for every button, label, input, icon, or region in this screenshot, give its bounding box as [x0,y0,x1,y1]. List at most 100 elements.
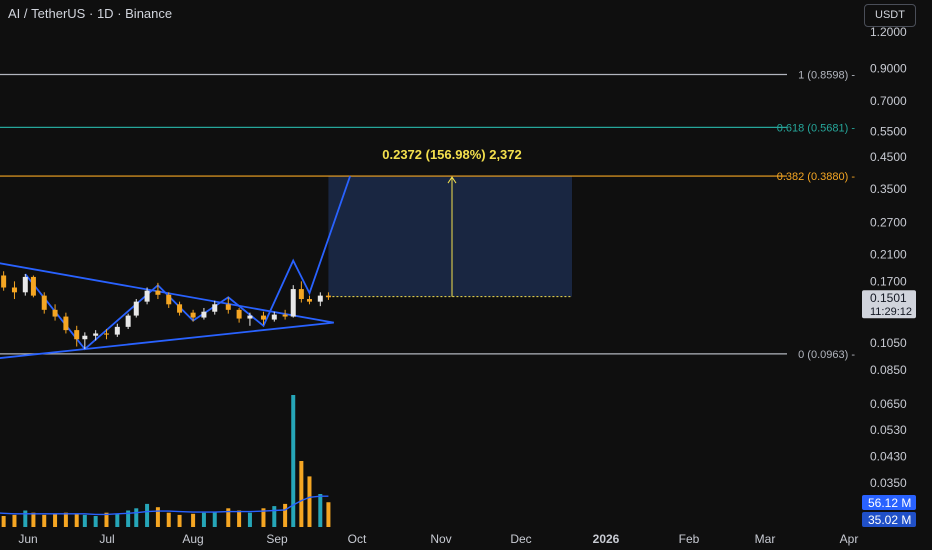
volume-bar [53,513,58,527]
separator: · [117,6,126,21]
candle-body [63,316,69,331]
currency-button[interactable]: USDT [864,4,916,27]
candle-body [125,315,131,327]
measure-arrow-head [447,176,457,184]
x-tick-label: 2026 [593,532,620,546]
volume-bar [63,512,68,527]
candle-body [144,290,150,302]
volume-bar [307,476,312,527]
volume-bar [134,508,139,527]
x-tick-label: Mar [755,532,776,546]
volume-bar [23,510,28,527]
price-tick-label: 0.7000 [870,94,907,108]
volume-badge-label: 56.12 M [868,496,911,510]
volume-bar [226,508,231,527]
candle-body [93,333,99,336]
volume-bar [155,507,160,527]
volume-badge [862,495,916,510]
volume-bar [318,494,323,527]
price-tick-label: 0.1700 [870,274,907,288]
fib-level-label: 1 (0.8598) - [798,70,855,82]
symbol-name[interactable]: AI [8,6,21,21]
x-tick-label: Feb [679,532,700,546]
exchange: Binance [125,6,173,21]
x-tick-label: Nov [430,532,451,546]
volume-bar [247,512,252,527]
zigzag-pattern [24,175,351,351]
x-tick-label: Sep [266,532,288,546]
candle-body [325,295,331,298]
price-tick-label: 0.4500 [870,150,907,164]
separator: · [88,6,97,21]
candle-body [82,335,88,340]
candle-body [298,289,304,300]
candle-body [133,301,139,316]
volume-bar [145,503,150,527]
candle-body [260,315,266,320]
candle-body [177,304,183,313]
volume-bar [272,506,277,527]
price-tick-label: 1.2000 [870,25,907,39]
candle-body [41,295,47,310]
upper-trendline [0,262,334,324]
candle-body [236,309,242,319]
price-tick-label: 0.9000 [870,62,907,76]
candle-body [30,276,36,296]
volume-bar [42,514,47,527]
volume-bar [191,513,196,527]
candle-body [11,287,17,293]
fib-level-label: 0.618 (0.5681) - [777,122,856,134]
price-tick-label: 0.3500 [870,182,907,196]
price-tick-label: 0.0430 [870,450,907,464]
candle-body [52,309,58,317]
measure-label: 0.2372 (156.98%) 2,372 [382,147,522,162]
candle-body [155,290,161,295]
volume-bar [291,395,296,527]
candle-body [225,304,231,310]
volume-bar [82,514,87,527]
candle-body [282,314,288,317]
price-tick-label: 0.0850 [870,363,907,377]
volume-bar [12,514,17,527]
volume-bar [166,512,171,527]
volume-bar [326,502,331,527]
volume-bar [93,516,98,527]
fib-level-label: 0 (0.0963) - [798,349,855,361]
volume-bar [261,508,266,527]
candle-body [212,304,218,312]
price-tick-label: 0.1050 [870,336,907,350]
candle-body [290,289,296,317]
volume-bar [201,512,206,527]
candle-body [166,294,172,305]
x-tick-label: Oct [348,532,367,546]
symbol-header: AI / TetherUS · 1D · Binance [8,6,172,21]
volume-bar [283,503,288,527]
candle-body [74,330,80,340]
volume-bar [212,511,217,527]
volume-bar [115,513,120,527]
x-tick-label: Aug [182,532,203,546]
interval[interactable]: 1D [96,6,114,21]
candle-body [306,299,312,302]
separator: / [23,6,32,21]
candle-body [247,315,253,319]
x-tick-label: Dec [510,532,531,546]
volume-bar [126,510,131,527]
price-tick-label: 0.2100 [870,247,907,261]
candle-body [190,312,196,318]
volume-bar [177,514,182,527]
volume-bar [104,512,109,527]
volume-bar [237,510,242,527]
x-tick-label: Apr [840,532,859,546]
volume-bar [31,512,36,527]
lower-trendline [0,321,334,359]
candle-body [114,326,120,335]
price-tick-label: 0.2700 [870,215,907,229]
price-tick-label: 0.5500 [870,125,907,139]
volume-bar [299,461,304,527]
candle-body [317,295,323,302]
candle-body [1,275,7,288]
volume-badge [862,512,916,527]
